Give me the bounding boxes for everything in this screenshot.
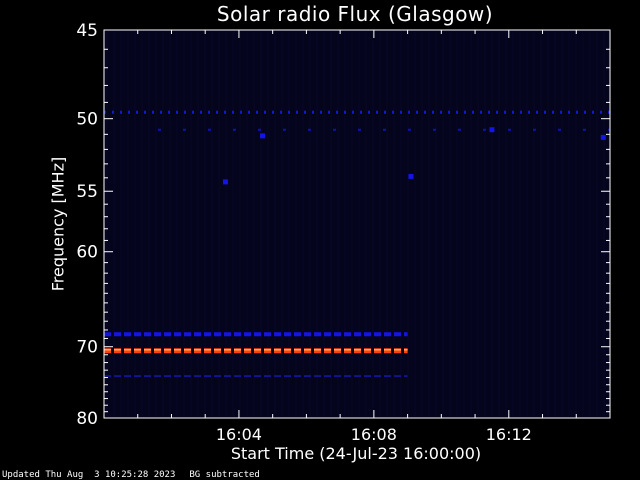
y-tick-label: 50 [76, 110, 98, 130]
emission-spot-2 [260, 133, 266, 139]
emission-spot-1 [222, 179, 228, 185]
chart-title: Solar radio Flux (Glasgow) [216, 2, 494, 26]
y-tick-label: 70 [76, 338, 98, 358]
y-tick-label: 60 [76, 243, 98, 263]
updated-timestamp: Updated Thu Aug 3 10:25:28 2023 [2, 470, 176, 480]
axes-frame [103, 29, 611, 419]
y-axis-label: Frequency [MHz] [48, 156, 68, 292]
x-tick-label: 16:12 [486, 425, 532, 444]
bg-subtracted-note: BG subtracted [189, 470, 260, 480]
x-tick-label: 16:08 [351, 425, 397, 444]
emission-spot-3 [408, 173, 414, 179]
emission-spot-4 [489, 127, 495, 133]
x-tick-label: 16:04 [216, 425, 262, 444]
y-tick-label: 80 [76, 409, 98, 429]
y-tick-label: 45 [76, 21, 98, 41]
emission-spot-5 [600, 134, 606, 140]
footer: Updated Thu Aug 3 10:25:28 2023 BG subtra… [2, 470, 274, 480]
plot-area [104, 30, 610, 418]
y-tick-label: 55 [76, 182, 98, 202]
x-axis-label: Start Time (24-Jul-23 16:00:00) [230, 444, 482, 463]
